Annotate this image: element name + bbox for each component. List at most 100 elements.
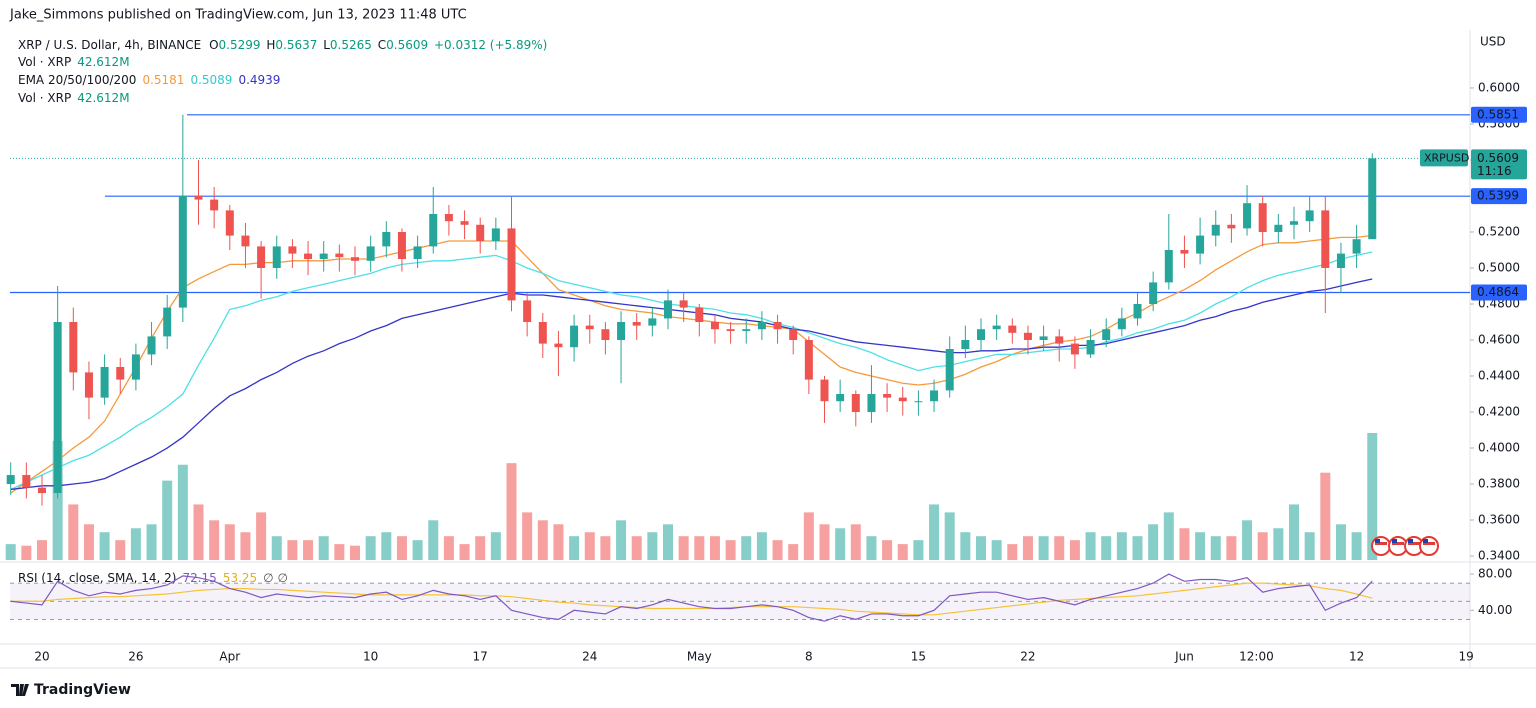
candle-body — [1321, 210, 1330, 268]
volume-bar — [584, 532, 595, 560]
volume-bar — [537, 520, 548, 560]
candle-body — [210, 199, 219, 211]
volume-last: 42.612M — [77, 91, 129, 105]
volume-bar — [52, 440, 63, 560]
ohlc-value: 0.5299 — [219, 38, 261, 52]
volume-bar — [1116, 532, 1127, 560]
volume-bar — [490, 532, 501, 560]
volume-bar — [678, 536, 689, 560]
publisher: Jake_Simmons published on TradingView.co… — [9, 8, 467, 23]
volume-bar — [37, 540, 47, 560]
volume-bar — [506, 463, 517, 560]
candle-body — [710, 322, 719, 330]
candle-body — [617, 322, 626, 341]
candle-body — [570, 325, 579, 348]
volume-bar — [631, 536, 642, 560]
y-tick-label: 0.3400 — [1478, 549, 1520, 563]
ohlc-value: 0.5609 — [386, 38, 428, 52]
candle-body — [38, 487, 46, 494]
candle-body — [1368, 158, 1377, 240]
candle-body — [100, 367, 109, 398]
level-label-bg — [1471, 284, 1527, 301]
candle-body — [1305, 210, 1314, 222]
ema-legend: EMA 20/50/100/200 0.5181 0.5089 0.4939 — [18, 73, 280, 87]
candle-body — [257, 246, 266, 268]
volume-bar — [616, 520, 627, 560]
volume-bar — [256, 512, 267, 560]
time-label: 12:00 — [1239, 650, 1274, 664]
event-flag — [1371, 536, 1391, 556]
volume-bar — [1242, 520, 1253, 560]
volume-bar — [1226, 536, 1237, 560]
y-tick-label: 0.3600 — [1478, 513, 1520, 527]
volume-bar — [553, 524, 564, 560]
candle-body — [1164, 249, 1173, 283]
volume-bar — [209, 520, 220, 560]
time-label: 17 — [473, 650, 488, 664]
candles — [6, 114, 1377, 506]
y-tick-label: 0.4000 — [1478, 441, 1520, 455]
volume-bar — [303, 540, 314, 560]
candle-body — [1352, 239, 1361, 254]
symbol-tag-bg — [1420, 149, 1468, 167]
volume-bar — [1163, 512, 1174, 560]
currency: USD — [1480, 35, 1506, 49]
candle-body — [523, 300, 532, 323]
volume-bar — [1022, 536, 1033, 560]
volume-bar — [428, 520, 439, 560]
ohlc-key: C — [378, 38, 386, 52]
candle-body — [992, 325, 1001, 330]
rsi-tick-label: 40.00 — [1478, 603, 1512, 617]
volume-bar — [99, 532, 110, 560]
volume-last: 42.612M — [77, 55, 129, 69]
candle-body — [851, 394, 860, 413]
candle-body — [977, 329, 985, 341]
candle-body — [1102, 329, 1111, 341]
ema-label: EMA 20/50/100/200 — [18, 73, 136, 87]
last-price-bg — [1471, 149, 1527, 180]
time-label: 24 — [582, 650, 597, 664]
volume-bar — [1273, 528, 1284, 560]
volume-bar — [459, 544, 470, 560]
volume-bar — [1335, 524, 1346, 560]
volume-bar — [600, 536, 611, 560]
candle-body — [288, 246, 297, 254]
candle-body — [883, 394, 892, 398]
volume-bar — [1304, 532, 1315, 560]
candle-body — [742, 329, 751, 332]
candle-body — [69, 322, 78, 373]
y-tick-label: 0.3800 — [1478, 477, 1520, 491]
volume-bar — [115, 540, 126, 560]
volume-bar — [1007, 544, 1018, 560]
volume-bar — [162, 480, 173, 560]
ema-line — [10, 251, 1373, 491]
volume-name: Vol · XRP — [18, 91, 71, 105]
candle-body — [397, 231, 406, 259]
volume-bar — [412, 540, 423, 560]
ema-line — [10, 278, 1373, 491]
rsi-line — [10, 573, 1373, 622]
volume-bar — [960, 532, 971, 560]
candle-body — [6, 475, 15, 485]
y-tick-label: 0.5000 — [1478, 260, 1520, 274]
candle-body — [1149, 282, 1158, 305]
event-flag-canton — [1375, 539, 1380, 543]
time-label: 10 — [363, 650, 378, 664]
event-flag-stripe — [1392, 542, 1404, 545]
volume-name: Vol · XRP — [18, 55, 71, 69]
candle-body — [429, 213, 438, 247]
candle-body — [1086, 340, 1095, 355]
volume-bar — [381, 532, 392, 560]
rsi-icons: ∅ ∅ — [263, 571, 288, 585]
rsi-sma-line — [10, 582, 1373, 616]
level-label-bg — [1471, 188, 1527, 205]
event-flag-canton — [1392, 539, 1397, 543]
volume-bar — [365, 536, 376, 560]
time-label: 26 — [128, 650, 143, 664]
candle-body — [538, 322, 547, 344]
y-tick-label: 0.4200 — [1478, 405, 1520, 419]
time-label: 8 — [805, 650, 813, 664]
